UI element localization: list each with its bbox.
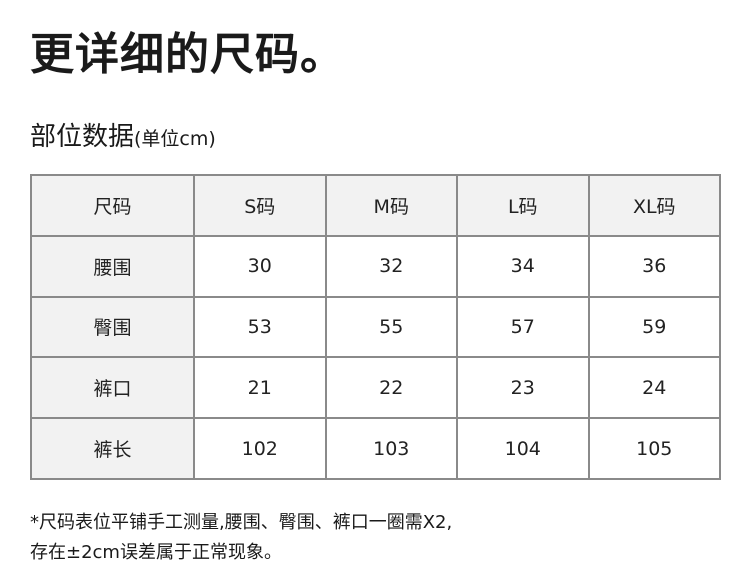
note-line: *尺码表位平铺手工测量,腰围、臀围、裤口一圈需X2, <box>30 512 453 533</box>
table-row: 裤口 21 22 23 24 <box>30 356 721 420</box>
table-cell: 21 <box>193 356 327 420</box>
table-cell: 30 <box>193 234 327 298</box>
header-cell: L码 <box>456 174 590 237</box>
row-label: 裤口 <box>30 356 195 420</box>
table-cell: 57 <box>456 295 590 359</box>
header-cell: S码 <box>193 174 327 237</box>
header-cell: 尺码 <box>30 174 195 237</box>
table-cell: 55 <box>324 295 458 359</box>
table-cell: 34 <box>456 234 590 298</box>
table-cell: 103 <box>324 417 458 480</box>
section-title: 部位数据(单位cm) <box>30 116 216 153</box>
table-cell: 105 <box>587 417 721 480</box>
table-cell: 104 <box>456 417 590 480</box>
table-cell: 23 <box>456 356 590 420</box>
table-cell: 102 <box>193 417 327 480</box>
table-cell: 24 <box>587 356 721 420</box>
table-row: 腰围 30 32 34 36 <box>30 234 721 298</box>
row-label: 臀围 <box>30 295 195 359</box>
header-cell: XL码 <box>587 174 721 237</box>
table-cell: 22 <box>324 356 458 420</box>
section-title-main: 部位数据 <box>30 122 135 152</box>
table-cell: 53 <box>193 295 327 359</box>
table-row: 裤长 102 103 104 105 <box>30 417 721 480</box>
table-cell: 32 <box>324 234 458 298</box>
size-table: 尺码 S码 M码 L码 XL码 腰围 30 32 34 36 臀围 53 55 … <box>30 174 721 480</box>
row-label: 裤长 <box>30 417 195 480</box>
table-header-row: 尺码 S码 M码 L码 XL码 <box>30 174 721 237</box>
note-line: 存在±2cm误差属于正常现象。 <box>30 542 282 563</box>
table-cell: 59 <box>587 295 721 359</box>
unit-label: (单位cm) <box>134 128 216 150</box>
row-label: 腰围 <box>30 234 195 298</box>
table-row: 臀围 53 55 57 59 <box>30 295 721 359</box>
measurement-note: *尺码表位平铺手工测量,腰围、臀围、裤口一圈需X2, 存在±2cm误差属于正常现… <box>30 508 452 568</box>
page-title: 更详细的尺码。 <box>30 29 345 80</box>
table-cell: 36 <box>587 234 721 298</box>
header-cell: M码 <box>324 174 458 237</box>
